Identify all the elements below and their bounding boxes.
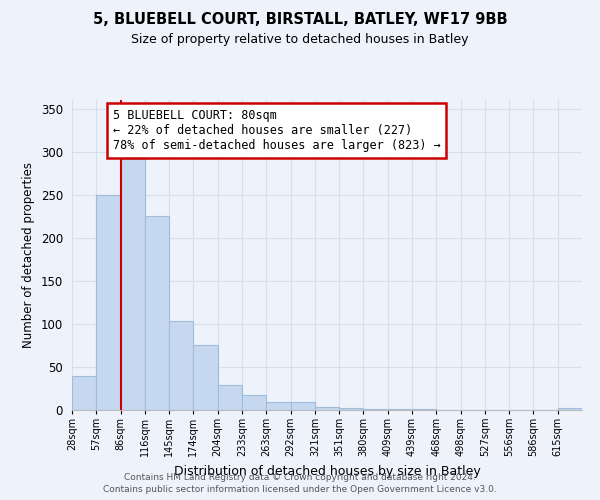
Bar (121, 160, 145, 410)
Bar (558, 408, 582, 410)
Bar (145, 216, 169, 410)
Bar (266, 402, 290, 410)
Text: Contains public sector information licensed under the Open Government Licence v3: Contains public sector information licen… (103, 485, 497, 494)
Bar (193, 344, 218, 410)
Bar (290, 402, 315, 410)
Bar (388, 409, 412, 410)
Bar (218, 385, 242, 410)
Bar (339, 408, 364, 410)
Text: Contains HM Land Registry data © Crown copyright and database right 2024.: Contains HM Land Registry data © Crown c… (124, 472, 476, 482)
Bar (242, 394, 266, 410)
Bar (315, 406, 339, 410)
Bar (169, 322, 193, 410)
Text: Size of property relative to detached houses in Batley: Size of property relative to detached ho… (131, 32, 469, 46)
Bar (364, 409, 388, 410)
Y-axis label: Number of detached properties: Number of detached properties (22, 162, 35, 348)
Text: 5, BLUEBELL COURT, BIRSTALL, BATLEY, WF17 9BB: 5, BLUEBELL COURT, BIRSTALL, BATLEY, WF1… (92, 12, 508, 28)
Bar (72, 376, 96, 410)
Bar (96, 194, 121, 410)
Bar (412, 409, 436, 410)
X-axis label: Distribution of detached houses by size in Batley: Distribution of detached houses by size … (173, 465, 481, 478)
Text: 5 BLUEBELL COURT: 80sqm
← 22% of detached houses are smaller (227)
78% of semi-d: 5 BLUEBELL COURT: 80sqm ← 22% of detache… (113, 110, 440, 152)
